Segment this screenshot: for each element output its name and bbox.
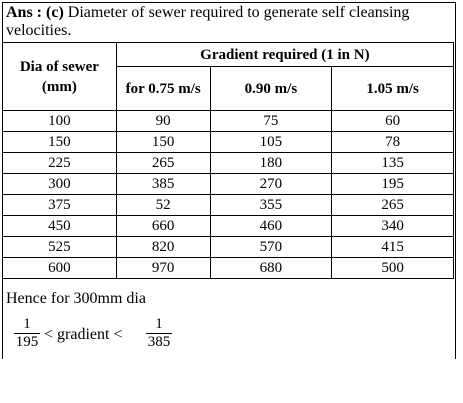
group-header-gradient: Gradient required (1 in N) [115,42,455,67]
fraction-bar [146,333,172,334]
cell-075: 265 [115,152,211,174]
cell-dia: 300 [2,173,117,195]
cell-dia: 450 [2,215,117,237]
cell-090: 270 [209,173,333,195]
cell-090: 180 [209,152,333,174]
cell-075: 820 [115,236,211,258]
table-row: 450 660 460 340 [2,215,454,237]
right-numerator: 1 [155,316,163,332]
cell-105: 340 [331,215,454,237]
cell-090: 680 [209,257,333,279]
conclusion-line: Hence for 300mm dia [6,290,146,307]
cell-105: 415 [331,236,454,258]
cell-075: 150 [115,131,211,153]
cell-dia: 150 [2,131,117,153]
left-denominator: 195 [15,334,39,350]
table-row: 100 90 75 60 [2,110,454,132]
cell-105: 265 [331,194,454,216]
cell-075: 52 [115,194,211,216]
cell-105: 195 [331,173,454,195]
col-header-dia: Dia of sewer (mm) [2,42,117,111]
answer-prefix: Ans : (c) [6,4,64,21]
cell-090: 460 [209,215,333,237]
cell-dia: 375 [2,194,117,216]
sub-header-075: for 0.75 m/s [115,66,211,111]
inequality-text: < gradient < [44,326,123,343]
answer-text: Ans : (c) Diameter of sewer required to … [6,4,446,40]
left-numerator: 1 [23,316,31,332]
cell-dia: 600 [2,257,117,279]
table-row: 375 52 355 265 [2,194,454,216]
cell-dia: 100 [2,110,117,132]
cell-105: 60 [331,110,454,132]
sub-header-090: 0.90 m/s [209,66,333,111]
cell-090: 75 [209,110,333,132]
right-denominator: 385 [147,334,171,350]
cell-105: 500 [331,257,454,279]
cell-075: 970 [115,257,211,279]
table-row: 300 385 270 195 [2,173,454,195]
table-row: 225 265 180 135 [2,152,454,174]
cell-105: 78 [331,131,454,153]
cell-dia: 225 [2,152,117,174]
gradient-table: Dia of sewer (mm) Gradient required (1 i… [2,42,455,279]
table-row: 600 970 680 500 [2,257,454,279]
cell-075: 385 [115,173,211,195]
right-fraction: 1 385 [146,316,172,351]
fraction-bar [14,333,40,334]
cell-dia: 525 [2,236,117,258]
sub-header-105: 1.05 m/s [331,66,454,111]
cell-090: 105 [209,131,333,153]
answer-body: Diameter of sewer required to generate s… [6,4,410,39]
table-row: 525 820 570 415 [2,236,454,258]
cell-105: 135 [331,152,454,174]
cell-075: 90 [115,110,211,132]
left-fraction: 1 195 [14,316,40,351]
cell-090: 570 [209,236,333,258]
table-row: 150 150 105 78 [2,131,454,153]
cell-075: 660 [115,215,211,237]
cell-090: 355 [209,194,333,216]
